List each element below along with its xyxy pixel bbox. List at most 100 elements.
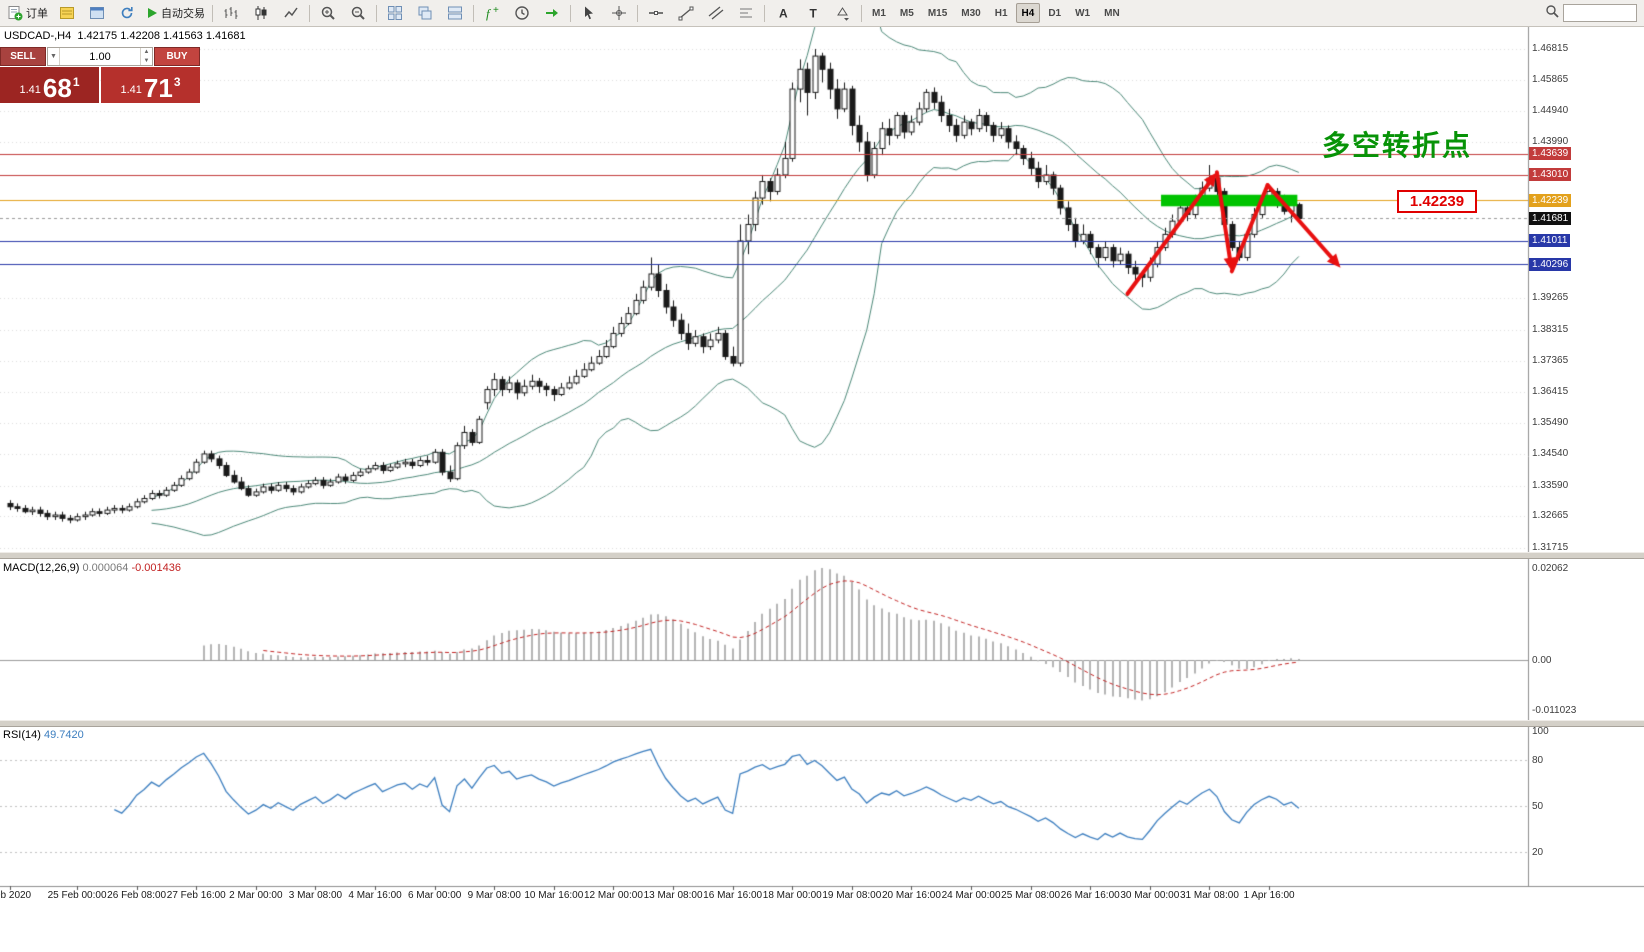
price-tag: 1.42239 <box>1529 193 1572 207</box>
time-label: 30 Mar 00:00 <box>1120 890 1180 901</box>
sell-price[interactable]: 1.41 68 1 <box>0 67 99 103</box>
buy-price-sup: 3 <box>173 75 181 89</box>
buy-price[interactable]: 1.41 71 3 <box>101 67 200 103</box>
buy-price-big: 71 <box>143 73 173 103</box>
lot-step-up-icon[interactable]: ▲ <box>143 49 150 55</box>
cursor-icon[interactable] <box>574 1 604 25</box>
shapes-tool-icon[interactable] <box>828 1 858 25</box>
macd-main-value: 0.000064 <box>82 562 129 574</box>
lot-size-field: ▼ ▲▼ <box>47 47 153 66</box>
quotes-window-icon[interactable] <box>52 1 82 25</box>
time-label: 3 Mar 08:00 <box>288 890 343 901</box>
lot-step-down-icon[interactable]: ▼ <box>143 57 150 64</box>
price-tick-label: 1.38315 <box>1532 323 1569 335</box>
data-window-icon[interactable] <box>82 1 112 25</box>
channel-icon[interactable] <box>701 1 731 25</box>
macd-scale-label: 0.00 <box>1532 655 1552 666</box>
macd-name: MACD(12,26,9) <box>3 562 80 574</box>
rsi-scale-label: 100 <box>1532 726 1549 737</box>
zoom-in-icon[interactable] <box>313 1 343 25</box>
macd-scale-label: 0.02062 <box>1532 563 1569 574</box>
tile-windows-icon[interactable] <box>380 1 410 25</box>
svg-text:+: + <box>493 5 499 16</box>
sell-button[interactable]: SELL <box>0 47 46 66</box>
line-chart-icon[interactable] <box>276 1 306 25</box>
time-label: Feb 2020 <box>0 890 32 901</box>
price-tag: 1.43010 <box>1529 168 1572 182</box>
price-tag: 1.43639 <box>1529 147 1572 161</box>
sell-price-sup: 1 <box>72 75 80 89</box>
time-label: 25 Mar 08:00 <box>1001 890 1061 901</box>
autotrading-button-label: 自动交易 <box>161 8 205 20</box>
buy-button[interactable]: BUY <box>154 47 200 66</box>
time-label: 27 Feb 16:00 <box>166 890 226 901</box>
toolbar-separator <box>473 4 474 22</box>
time-label: 1 Apr 16:00 <box>1243 890 1295 901</box>
lot-dropdown-icon[interactable]: ▼ <box>48 48 60 65</box>
lot-input[interactable] <box>60 48 140 65</box>
price-tick-label: 1.43990 <box>1532 136 1569 148</box>
price-tick-label: 1.35490 <box>1532 416 1569 428</box>
bar-chart-icon[interactable] <box>216 1 246 25</box>
toolbar-separator <box>309 4 310 22</box>
search-icon <box>1545 4 1559 23</box>
ohlc-low: 1.41563 <box>163 30 203 42</box>
pane-separator[interactable] <box>0 720 1644 727</box>
pane-separator[interactable] <box>0 552 1644 559</box>
timeframe-h1[interactable]: H1 <box>994 7 1008 19</box>
timeframe-m15[interactable]: M15 <box>927 7 948 19</box>
text-tool-icon[interactable]: A <box>768 1 798 25</box>
rsi-value: 49.7420 <box>43 729 84 741</box>
crosshair-icon[interactable] <box>604 1 634 25</box>
time-label: 9 Mar 08:00 <box>467 890 521 901</box>
timeframe-w1[interactable]: W1 <box>1075 7 1091 19</box>
search-input[interactable] <box>1563 4 1637 22</box>
arrange-windows-icon[interactable] <box>440 1 470 25</box>
timeframe-h4[interactable]: H4 <box>1015 3 1041 23</box>
time-label: 16 Mar 16:00 <box>703 890 763 901</box>
timeframe-m1[interactable]: M1 <box>872 7 886 19</box>
timeframe-m5[interactable]: M5 <box>899 7 914 19</box>
cascade-windows-icon[interactable] <box>410 1 440 25</box>
trendline-icon[interactable] <box>671 1 701 25</box>
timeframe-mn[interactable]: MN <box>1104 7 1120 19</box>
chart-shift-icon[interactable] <box>537 1 567 25</box>
timeframe-m30[interactable]: M30 <box>961 7 981 19</box>
timeframe-d1[interactable]: D1 <box>1048 7 1062 19</box>
price-tick-label: 1.39265 <box>1532 292 1569 304</box>
price-tick-label: 1.45865 <box>1532 74 1569 86</box>
refresh-icon[interactable] <box>112 1 142 25</box>
ohlc-open: 1.42175 <box>77 30 118 42</box>
rsi-scale-label: 80 <box>1532 755 1544 767</box>
zoom-out-icon[interactable] <box>343 1 373 25</box>
price-level-label[interactable]: 1.42239 <box>1397 190 1477 213</box>
toolbar-separator <box>212 4 213 22</box>
time-label: 12 Mar 00:00 <box>583 890 643 901</box>
rsi-indicator-label: RSI(14) 49.7420 <box>3 729 84 741</box>
price-tag: 1.41011 <box>1529 234 1571 248</box>
periods-icon[interactable] <box>507 1 537 25</box>
lot-stepper[interactable]: ▲ ▼ <box>140 48 152 65</box>
time-label: 18 Mar 00:00 <box>762 890 822 901</box>
autotrading-button[interactable]: 自动交易 <box>142 1 209 25</box>
toolbar-separator <box>764 4 765 22</box>
price-tick-label: 1.46815 <box>1532 42 1569 54</box>
new-order-button[interactable]: 订单 <box>3 1 52 25</box>
fibonacci-icon[interactable] <box>731 1 761 25</box>
macd-indicator-label: MACD(12,26,9) 0.000064 -0.001436 <box>3 562 181 574</box>
new-order-button-label: 订单 <box>26 8 48 20</box>
macd-signal-value: -0.001436 <box>131 562 181 574</box>
toolbar-search <box>1545 4 1641 23</box>
turning-point-annotation[interactable]: 多空转折点 <box>1322 130 1473 161</box>
label-tool-icon[interactable]: T <box>798 1 828 25</box>
indicators-icon[interactable]: f + <box>477 1 507 25</box>
toolbar-separator <box>637 4 638 22</box>
time-label: 19 Mar 08:00 <box>822 890 882 901</box>
rsi-name: RSI(14) <box>3 729 41 741</box>
candlestick-chart-icon[interactable] <box>246 1 276 25</box>
horizontal-line-icon[interactable] <box>641 1 671 25</box>
sell-price-big: 68 <box>42 73 72 103</box>
time-label: 26 Mar 16:00 <box>1060 890 1120 901</box>
